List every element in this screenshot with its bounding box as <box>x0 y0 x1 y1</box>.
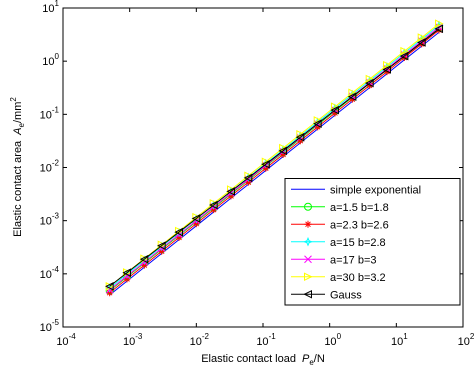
marker <box>243 173 253 183</box>
tick-base: 10 <box>42 56 54 68</box>
tick-exponent: -2 <box>52 159 60 168</box>
legend-label: a=15 b=2.8 <box>330 237 386 249</box>
x-label-var: P <box>302 353 310 365</box>
tick-exponent: 0 <box>337 332 342 341</box>
series-line <box>109 28 440 287</box>
marker <box>279 143 288 153</box>
marker <box>304 272 313 282</box>
marker <box>105 281 114 291</box>
tick-label: 10-2 <box>40 159 60 175</box>
tick-label: 10-1 <box>40 105 60 121</box>
legend-label: a=30 b=3.2 <box>330 272 386 284</box>
tick-exponent: 1 <box>403 332 408 341</box>
marker <box>304 255 312 264</box>
tick-base: 10 <box>40 216 52 228</box>
tick-exponent: -1 <box>269 332 277 341</box>
marker <box>435 19 444 28</box>
marker <box>330 105 339 115</box>
tick-base: 10 <box>123 336 135 348</box>
x-label-text: Elastic contact load <box>201 353 296 365</box>
tick-base: 10 <box>458 336 470 348</box>
tick-label: 10-1 <box>256 332 276 348</box>
legend-label: a=1.5 b=1.8 <box>330 202 389 214</box>
marker <box>399 51 409 61</box>
tick-label: 10-4 <box>40 265 60 281</box>
tick-label: 101 <box>42 0 59 15</box>
y-label-text: Elastic contact area <box>12 140 24 237</box>
tick-exponent: -1 <box>52 105 60 114</box>
x-label-unit: /N <box>314 353 325 365</box>
marker <box>295 132 305 142</box>
marker <box>278 146 288 156</box>
y-label-unit: /mm <box>12 102 24 123</box>
tick-label: 101 <box>391 332 408 348</box>
y-axis-label: Elastic contact area Ae/mm2 <box>9 97 26 237</box>
x-label-sub: e <box>309 358 314 367</box>
marker <box>296 129 305 139</box>
marker <box>122 268 131 278</box>
marker <box>313 119 322 128</box>
marker <box>191 214 201 223</box>
marker <box>303 236 313 247</box>
marker <box>157 240 167 250</box>
legend-label: Gauss <box>330 289 362 301</box>
x-axis-label: Elastic contact load Pe/N <box>201 353 325 367</box>
marker <box>347 92 357 101</box>
marker <box>261 159 270 169</box>
marker <box>226 187 235 196</box>
tick-exponent: 2 <box>470 332 474 341</box>
tick-exponent: -5 <box>52 318 60 327</box>
tick-label: 100 <box>42 52 59 68</box>
tick-label: 10-2 <box>190 332 210 348</box>
marker <box>157 241 166 250</box>
marker <box>304 220 312 228</box>
legend-label: a=17 b=3 <box>330 254 377 266</box>
marker <box>303 289 312 299</box>
marker <box>400 46 409 56</box>
marker <box>417 33 427 42</box>
tick-label: 102 <box>458 332 474 348</box>
marker <box>417 38 426 47</box>
tick-base: 10 <box>391 336 403 348</box>
tick-exponent: -3 <box>135 332 143 341</box>
marker <box>365 78 374 88</box>
tick-exponent: -2 <box>202 332 210 341</box>
tick-base: 10 <box>40 109 52 121</box>
tick-base: 10 <box>256 336 268 348</box>
legend-label: simple exponential <box>330 184 421 196</box>
tick-base: 10 <box>190 336 202 348</box>
tick-base: 10 <box>56 336 68 348</box>
marker <box>434 24 444 34</box>
tick-exponent: -4 <box>69 332 77 341</box>
legend-label: a=2.3 b=2.6 <box>330 219 389 231</box>
marker <box>139 254 149 264</box>
tick-exponent: -4 <box>52 265 60 274</box>
marker <box>382 65 391 74</box>
marker <box>304 202 312 211</box>
tick-base: 10 <box>324 336 336 348</box>
tick-exponent: 0 <box>55 52 60 61</box>
y-label-sub: e <box>17 122 26 127</box>
marker <box>209 200 218 210</box>
y-label-sup: 2 <box>9 97 18 102</box>
marker <box>140 261 148 269</box>
tick-exponent: 1 <box>55 0 60 8</box>
tick-label: 10-5 <box>40 318 60 334</box>
tick-label: 100 <box>324 332 341 348</box>
tick-exponent: -3 <box>52 212 60 221</box>
tick-label: 10-3 <box>40 212 60 228</box>
y-label-var: A <box>12 127 24 135</box>
tick-base: 10 <box>40 163 52 175</box>
tick-base: 10 <box>40 269 52 281</box>
tick-base: 10 <box>40 322 52 334</box>
marker <box>261 157 271 167</box>
tick-base: 10 <box>42 3 54 15</box>
marker <box>175 226 184 236</box>
marker <box>382 60 392 70</box>
marker <box>174 227 184 237</box>
tick-label: 10-4 <box>56 332 76 348</box>
tick-label: 10-3 <box>123 332 143 348</box>
